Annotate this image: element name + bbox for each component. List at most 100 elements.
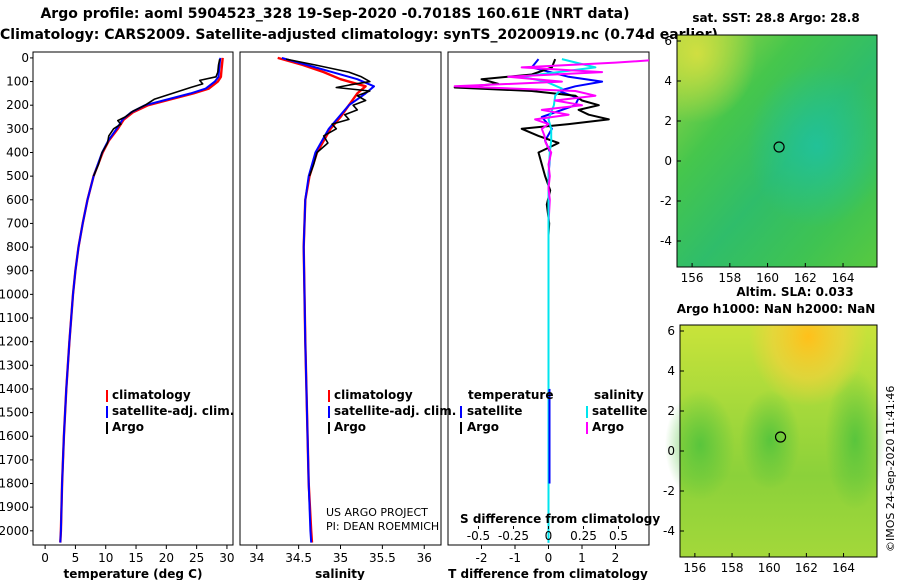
- salinity-legend: climatology satellite-adj. clim. Argo: [328, 388, 456, 434]
- series-temperature-argo: [453, 58, 610, 236]
- sst-map-title: sat. SST: 28.8 Argo: 28.8: [692, 11, 859, 25]
- map-y-tick-label: 6: [667, 324, 675, 338]
- series-satellite-adj-clim-: [281, 56, 375, 543]
- depth-tick-label: 1400: [0, 382, 29, 396]
- map-y-tick-label: -2: [663, 484, 675, 498]
- series-salinity-argo: [453, 59, 649, 224]
- pi-annotation: PI: DEAN ROEMMICH: [326, 520, 439, 533]
- legend-label-t-satellite: satellite: [467, 404, 522, 418]
- legend-label-t-argo: Argo: [467, 420, 499, 434]
- depth-tick-label: 1300: [0, 358, 29, 372]
- salinity-panel: [239, 51, 442, 546]
- map-y-tick-label: 6: [664, 34, 672, 48]
- depth-tick-label: 2000: [0, 524, 29, 538]
- legend-label-s-argo: Argo: [592, 420, 624, 434]
- x-tick-label: 25: [189, 551, 204, 565]
- legend-heading-salinity: salinity: [594, 388, 644, 402]
- depth-tick-label: 200: [6, 98, 29, 112]
- depth-tick-label: 1500: [0, 406, 29, 420]
- x-tick-label: 0: [41, 551, 49, 565]
- x-tick-label: 34: [249, 551, 264, 565]
- difference-legend: temperature satellite Argo salinity sate…: [460, 388, 647, 434]
- sla-profile-marker: [774, 431, 787, 443]
- legend-label-climatology: climatology: [112, 388, 191, 402]
- s-tick-label: 0.25: [570, 529, 597, 543]
- depth-tick-label: 300: [6, 122, 29, 136]
- map-y-tick-label: 4: [664, 74, 672, 88]
- sla-title: Altim. SLA: 0.033: [736, 285, 853, 299]
- difference-x-axis: -2 -1 0 1 2: [476, 545, 620, 565]
- temperature-axis-label: temperature (deg C): [64, 567, 203, 580]
- x-tick-label: 36: [417, 551, 432, 565]
- figure-title-line1: Argo profile: aoml 5904523_328 19-Sep-20…: [40, 6, 630, 22]
- map-y-tick-label: 4: [667, 364, 675, 378]
- s-tick-label: 0: [545, 529, 553, 543]
- map-y-tick-label: -4: [660, 234, 672, 248]
- depth-tick-label: 1700: [0, 453, 29, 467]
- map-x-tick-label: 164: [832, 271, 855, 285]
- depth-tick-label: 1600: [0, 429, 29, 443]
- x-tick-label: 20: [159, 551, 174, 565]
- depth-tick-label: 1100: [0, 311, 29, 325]
- difference-axis-label: T difference from climatology: [448, 567, 648, 580]
- depth-tick-label: 400: [6, 145, 29, 159]
- map-y-tick-label: -2: [660, 194, 672, 208]
- depth-tick-label: 100: [6, 75, 29, 89]
- map-y-tick-label: 0: [664, 154, 672, 168]
- salinity-series: [277, 56, 375, 543]
- sla-map-axes: 156 158 160 162 164 6 4 2 0 -2 -4: [663, 324, 855, 575]
- depth-axis: 0 100 200 300 400 500 600 700 800 900 1000 1100 1200…: [0, 51, 33, 538]
- sst-map-axes: 156 158 160 162 164 6 4 2 0 -2 -4: [660, 34, 854, 285]
- map-y-tick-label: 0: [667, 444, 675, 458]
- x-tick-label: 5: [72, 551, 80, 565]
- temperature-x-axis: 0 5 10 15 20 25 30: [41, 545, 235, 565]
- legend-label-climatology: climatology: [334, 388, 413, 402]
- depth-tick-label: 500: [6, 169, 29, 183]
- s-tick-label: 0.5: [609, 529, 628, 543]
- map-x-tick-label: 156: [681, 271, 704, 285]
- sst-profile-marker: [773, 141, 785, 153]
- s-difference-axis-label: S difference from climatology: [460, 512, 660, 526]
- x-tick-label: 15: [128, 551, 143, 565]
- temperature-panel: [32, 51, 234, 546]
- x-tick-label: -2: [476, 551, 488, 565]
- figure-title-line2: Climatology: CARS2009. Satellite-adjuste…: [0, 27, 718, 43]
- map-x-tick-label: 158: [718, 271, 741, 285]
- s-tick-label: -0.5: [467, 529, 490, 543]
- legend-label-argo: Argo: [334, 420, 366, 434]
- project-annotation: US ARGO PROJECT: [326, 506, 428, 519]
- legend-heading-temperature: temperature: [468, 388, 553, 402]
- depth-tick-label: 900: [6, 264, 29, 278]
- depth-tick-label: 1000: [0, 287, 29, 301]
- temperature-series: [59, 57, 224, 543]
- x-tick-label: 35: [333, 551, 348, 565]
- depth-tick-label: 1800: [0, 477, 29, 491]
- map-x-tick-label: 160: [758, 561, 781, 575]
- map-x-tick-label: 158: [721, 561, 744, 575]
- depth-tick-label: 1200: [0, 335, 29, 349]
- imos-watermark: ©IMOS 24-Sep-2020 11:41:46: [884, 386, 897, 552]
- argo-height-title: Argo h1000: NaN h2000: NaN: [677, 302, 876, 316]
- map-x-tick-label: 162: [794, 271, 817, 285]
- x-tick-label: 2: [612, 551, 620, 565]
- depth-tick-label: 0: [21, 51, 29, 65]
- map-x-tick-label: 160: [756, 271, 779, 285]
- x-tick-label: -1: [509, 551, 521, 565]
- x-tick-label: 34.5: [285, 551, 312, 565]
- legend-label-s-satellite: satellite: [592, 404, 647, 418]
- sla-map: [665, 324, 885, 558]
- temperature-legend: climatology satellite-adj. clim. Argo: [106, 388, 234, 434]
- map-x-tick-label: 164: [832, 561, 855, 575]
- s-difference-axis: -0.5 -0.25 0 0.25 0.5: [467, 526, 628, 543]
- salinity-x-axis: 34 34.5 35 35.5 36: [249, 545, 432, 565]
- x-tick-label: 10: [98, 551, 113, 565]
- legend-label-argo: Argo: [112, 420, 144, 434]
- salinity-axis-label: salinity: [315, 567, 365, 580]
- legend-label-satellite: satellite-adj. clim.: [334, 404, 456, 418]
- x-tick-label: 30: [219, 551, 234, 565]
- x-tick-label: 35.5: [369, 551, 396, 565]
- s-tick-label: -0.25: [498, 529, 529, 543]
- difference-series: [453, 58, 649, 543]
- depth-tick-label: 1900: [0, 500, 29, 514]
